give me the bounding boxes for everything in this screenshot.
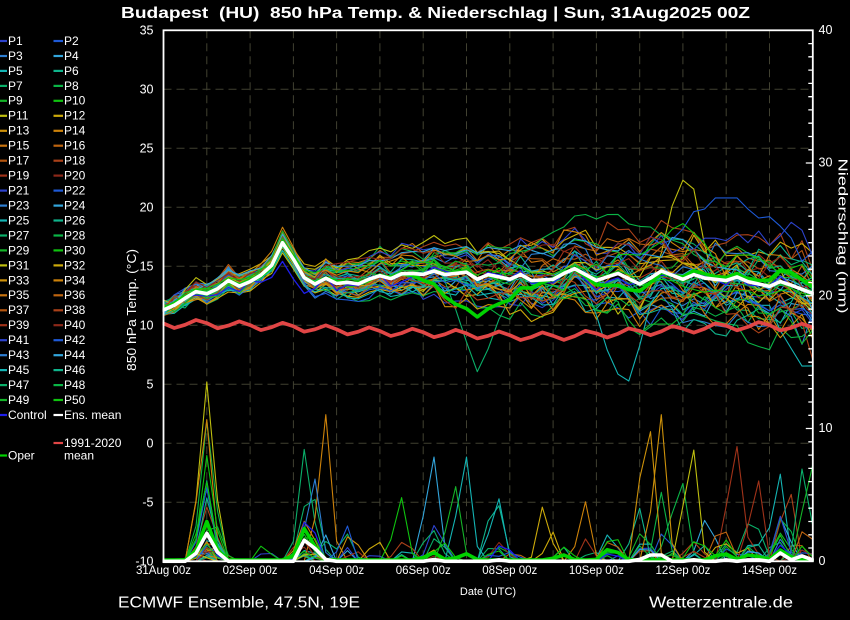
- svg-text:P25: P25: [8, 213, 30, 227]
- svg-text:P17: P17: [8, 154, 30, 168]
- svg-text:12Sep 00z: 12Sep 00z: [655, 565, 710, 577]
- svg-text:P15: P15: [8, 139, 30, 153]
- svg-text:P21: P21: [8, 184, 30, 198]
- svg-text:P45: P45: [8, 363, 30, 377]
- svg-text:5: 5: [147, 378, 154, 392]
- svg-text:P13: P13: [8, 124, 30, 138]
- svg-text:10: 10: [819, 421, 833, 435]
- svg-text:P35: P35: [8, 288, 30, 302]
- svg-text:P4: P4: [64, 49, 79, 63]
- svg-text:25: 25: [140, 142, 154, 156]
- svg-text:P43: P43: [8, 348, 30, 362]
- svg-text:P16: P16: [64, 139, 86, 153]
- svg-text:P7: P7: [8, 79, 23, 93]
- svg-text:P44: P44: [64, 348, 86, 362]
- svg-text:P18: P18: [64, 154, 86, 168]
- svg-text:P20: P20: [64, 169, 86, 183]
- svg-text:P28: P28: [64, 228, 86, 242]
- svg-text:P3: P3: [8, 49, 23, 63]
- svg-text:Wetterzentrale.de: Wetterzentrale.de: [649, 595, 793, 612]
- svg-text:40: 40: [819, 23, 833, 37]
- svg-text:14Sep 00z: 14Sep 00z: [742, 565, 797, 577]
- svg-text:06Sep 00z: 06Sep 00z: [396, 565, 451, 577]
- svg-text:P22: P22: [64, 184, 86, 198]
- svg-text:35: 35: [140, 24, 154, 38]
- svg-text:Control: Control: [8, 408, 47, 422]
- svg-text:850 hPa Temp. (°C): 850 hPa Temp. (°C): [124, 249, 139, 371]
- svg-text:P14: P14: [64, 124, 86, 138]
- svg-text:P5: P5: [8, 64, 23, 78]
- svg-text:P46: P46: [64, 363, 86, 377]
- svg-text:P50: P50: [64, 393, 86, 407]
- svg-text:P48: P48: [64, 378, 86, 392]
- svg-text:10: 10: [140, 319, 154, 333]
- svg-text:P23: P23: [8, 198, 30, 212]
- svg-text:P9: P9: [8, 94, 23, 108]
- svg-text:P1: P1: [8, 34, 23, 48]
- svg-text:P40: P40: [64, 318, 86, 332]
- svg-text:P34: P34: [64, 273, 86, 287]
- svg-text:Ens. mean: Ens. mean: [64, 408, 121, 422]
- svg-text:P32: P32: [64, 258, 86, 272]
- svg-text:08Sep 00z: 08Sep 00z: [482, 565, 537, 577]
- svg-text:mean: mean: [64, 449, 94, 463]
- svg-text:1991-2020: 1991-2020: [64, 436, 122, 450]
- svg-text:20: 20: [140, 201, 154, 215]
- svg-text:20: 20: [819, 288, 833, 302]
- svg-text:P37: P37: [8, 303, 30, 317]
- svg-text:30: 30: [819, 156, 833, 170]
- svg-text:Date (UTC): Date (UTC): [460, 586, 516, 598]
- svg-text:04Sep 00z: 04Sep 00z: [309, 565, 364, 577]
- svg-text:P27: P27: [8, 228, 30, 242]
- svg-text:P39: P39: [8, 318, 30, 332]
- svg-text:P36: P36: [64, 288, 86, 302]
- svg-text:P38: P38: [64, 303, 86, 317]
- svg-text:30: 30: [140, 83, 154, 97]
- svg-text:P30: P30: [64, 243, 86, 257]
- svg-text:15: 15: [140, 260, 154, 274]
- svg-text:P33: P33: [8, 273, 30, 287]
- svg-text:P19: P19: [8, 169, 30, 183]
- svg-text:P12: P12: [64, 109, 86, 123]
- svg-text:P41: P41: [8, 333, 30, 347]
- svg-text:P29: P29: [8, 243, 30, 257]
- svg-text:P11: P11: [8, 109, 29, 123]
- svg-text:P31: P31: [8, 258, 30, 272]
- svg-text:P26: P26: [64, 213, 86, 227]
- svg-text:ECMWF Ensemble, 47.5N, 19E: ECMWF Ensemble, 47.5N, 19E: [118, 595, 360, 612]
- svg-text:-10: -10: [135, 555, 153, 569]
- svg-text:Oper: Oper: [8, 449, 35, 463]
- svg-text:02Sep 00z: 02Sep 00z: [223, 565, 278, 577]
- svg-text:P24: P24: [64, 198, 86, 212]
- svg-text:P10: P10: [64, 94, 86, 108]
- svg-text:-5: -5: [142, 496, 153, 510]
- svg-text:P2: P2: [64, 34, 79, 48]
- svg-text:P42: P42: [64, 333, 86, 347]
- svg-text:P49: P49: [8, 393, 30, 407]
- svg-text:P8: P8: [64, 79, 79, 93]
- svg-text:0: 0: [819, 554, 826, 568]
- svg-text:31Aug 00z: 31Aug 00z: [136, 565, 191, 577]
- svg-text:0: 0: [147, 437, 154, 451]
- svg-text:Niederschlag (mm): Niederschlag (mm): [836, 159, 850, 314]
- svg-text:P6: P6: [64, 64, 79, 78]
- svg-text:P47: P47: [8, 378, 30, 392]
- svg-text:Budapest (HU) 850 hPa Temp.: Budapest (HU) 850 hPa Temp. & Niederschl…: [121, 5, 751, 22]
- svg-text:10Sep 00z: 10Sep 00z: [569, 565, 624, 577]
